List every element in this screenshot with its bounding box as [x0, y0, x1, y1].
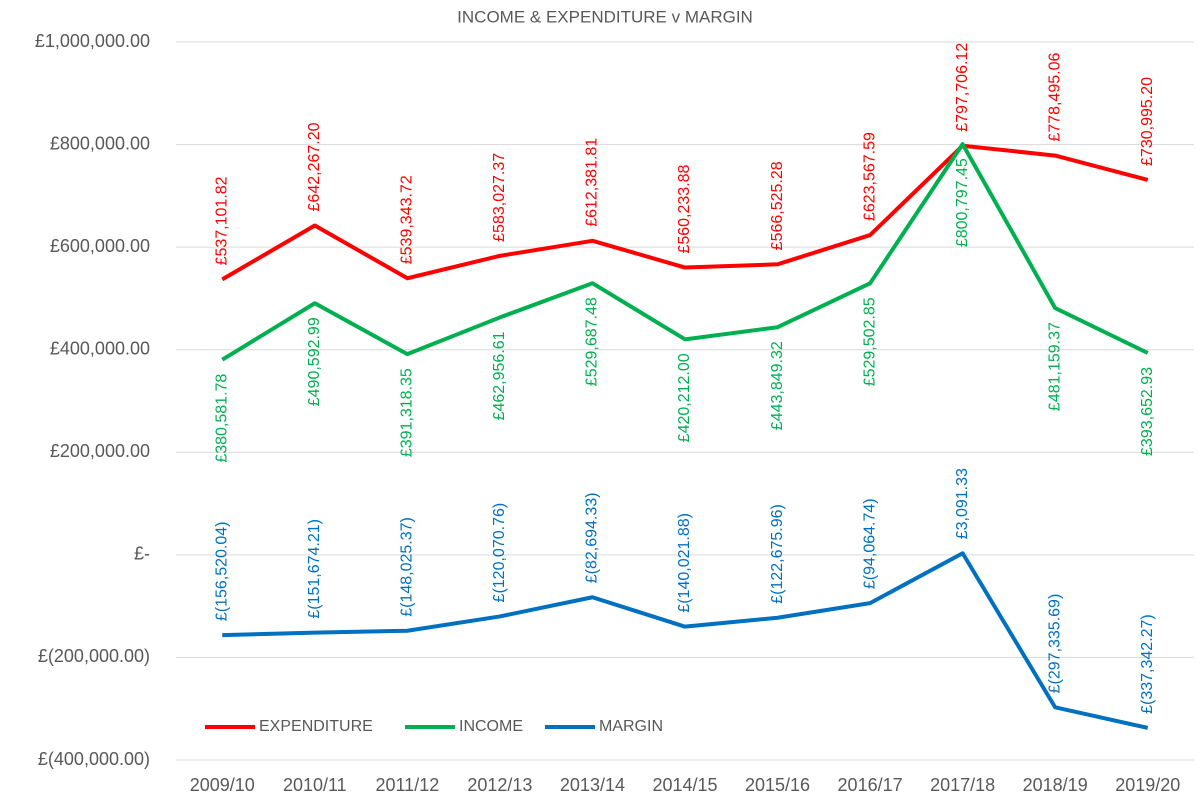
x-tick-label: 2010/11 [283, 775, 347, 795]
data-label: £393,652.93 [1139, 367, 1156, 456]
legend-label: INCOME [459, 718, 523, 735]
data-label: £583,027.37 [491, 153, 508, 242]
y-tick-label: £1,000,000.00 [35, 31, 150, 51]
y-tick-label: £(200,000.00) [38, 646, 150, 666]
series-line [222, 551, 1149, 730]
data-label: £560,233.88 [676, 164, 693, 253]
data-label: £(94,064.74) [861, 498, 878, 589]
y-tick-label: £- [134, 544, 150, 564]
y-tick-label: £(400,000.00) [38, 749, 150, 769]
data-label: £623,567.59 [861, 132, 878, 221]
data-label: £420,212.00 [676, 353, 693, 442]
data-label: £730,995.20 [1139, 77, 1156, 166]
data-label: £(148,025.37) [399, 517, 416, 617]
y-tick-label: £600,000.00 [50, 236, 150, 256]
data-label: £797,706.12 [954, 43, 971, 132]
x-tick-label: 2011/12 [375, 775, 439, 795]
data-label: £462,956.61 [491, 331, 508, 420]
data-label: £(82,694.33) [584, 493, 601, 584]
x-tick-label: 2014/15 [652, 775, 717, 795]
data-label: £612,381.81 [584, 138, 601, 227]
data-label: £(120,070.76) [491, 503, 508, 603]
legend-label: EXPENDITURE [259, 718, 373, 735]
x-tick-label: 2017/18 [930, 775, 995, 795]
data-label: £490,592.99 [306, 317, 323, 406]
x-tick-label: 2013/14 [560, 775, 625, 795]
x-tick-label: 2012/13 [467, 775, 532, 795]
data-label: £778,495.06 [1046, 53, 1063, 142]
x-tick-label: 2018/19 [1023, 775, 1088, 795]
data-label: £539,343.72 [399, 175, 416, 264]
data-label: £(151,674.21) [306, 519, 323, 619]
data-label: £529,687.48 [584, 297, 601, 386]
x-tick-label: 2009/10 [190, 775, 255, 795]
data-label: £537,101.82 [213, 176, 230, 265]
series-line [221, 142, 1149, 362]
chart-title: INCOME & EXPENDITURE v MARGIN [457, 7, 753, 26]
x-tick-label: 2016/17 [838, 775, 903, 795]
data-label: £391,318.35 [399, 368, 416, 457]
data-label: £3,091.33 [954, 468, 971, 539]
data-label: £642,267.20 [306, 122, 323, 211]
x-tick-label: 2015/16 [745, 775, 810, 795]
y-tick-label: £200,000.00 [50, 441, 150, 461]
legend-label: MARGIN [599, 718, 663, 735]
data-label: £(140,021.88) [676, 513, 693, 613]
data-label: £800,797.45 [954, 158, 971, 247]
data-label: £(337,342.27) [1139, 614, 1156, 714]
y-tick-label: £400,000.00 [50, 338, 150, 358]
data-label: £380,581.78 [213, 374, 230, 463]
series-line [221, 143, 1149, 282]
data-label: £481,159.37 [1046, 322, 1063, 411]
data-label: £(297,335.69) [1046, 594, 1063, 694]
data-label: £(122,675.96) [769, 504, 786, 604]
data-label: £529,502.85 [861, 297, 878, 386]
y-tick-label: £800,000.00 [50, 133, 150, 153]
data-label: £(156,520.04) [213, 521, 230, 621]
x-tick-label: 2019/20 [1115, 775, 1180, 795]
data-label: £566,525.28 [769, 161, 786, 250]
data-label: £443,849.32 [769, 341, 786, 430]
